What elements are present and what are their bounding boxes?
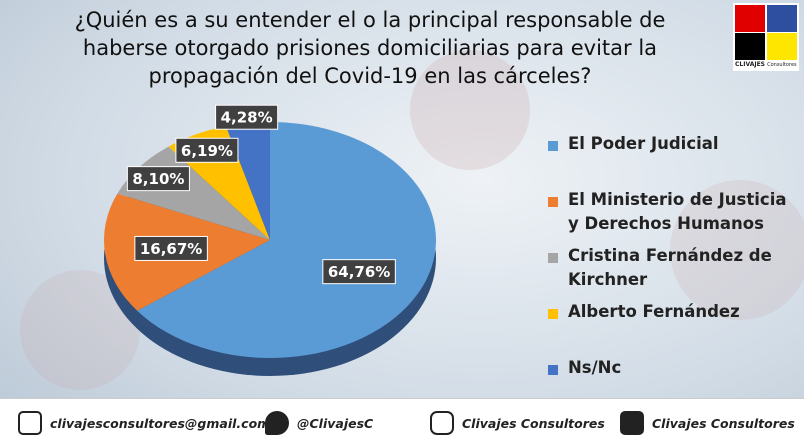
legend-label: El Poder Judicial xyxy=(568,134,719,153)
value-label: 6,19% xyxy=(181,142,233,160)
legend-label: Ns/Nc xyxy=(568,358,622,377)
value-label-group: 4,28% xyxy=(215,104,279,130)
value-label: 8,10% xyxy=(132,170,184,188)
legend-entry: Ns/Nc xyxy=(548,356,798,412)
legend-entry: El Poder Judicial xyxy=(548,132,798,188)
footer: clivajesconsultores@gmail.com @ClivajesC… xyxy=(0,398,804,448)
legend-entry: Cristina Fernández de Kirchner xyxy=(548,244,798,300)
value-label-group: 6,19% xyxy=(175,137,239,163)
value-label-group: 64,76% xyxy=(322,259,396,285)
legend-entry: El Ministerio de Justicia y Derechos Hum… xyxy=(548,188,798,244)
value-label: 16,67% xyxy=(140,240,202,258)
value-label-box xyxy=(175,137,239,163)
legend-swatch xyxy=(548,197,558,207)
value-label-box xyxy=(215,104,279,130)
legend-label: Alberto Fernández xyxy=(568,302,740,321)
legend-label: El Ministerio de Justicia y Derechos Hum… xyxy=(568,190,787,233)
legend-entry: Alberto Fernández xyxy=(548,300,798,356)
pie-slice xyxy=(137,122,437,359)
legend-swatch xyxy=(548,309,558,319)
legend-swatch xyxy=(548,253,558,263)
value-label-group: 8,10% xyxy=(126,166,190,192)
value-label: 4,28% xyxy=(221,109,273,127)
email[interactable]: clivajesconsultores@gmail.com xyxy=(50,415,271,431)
legend-label: Cristina Fernández de Kirchner xyxy=(568,246,772,289)
facebook[interactable]: Clivajes Consultores xyxy=(652,415,795,431)
chart-title: ¿Quién es a su entender el o la principa… xyxy=(74,8,666,88)
value-label: 64,76% xyxy=(328,263,390,281)
value-label-box xyxy=(134,235,208,261)
pie-chart: 64,76% 16,67% 8,10% 6,19% 4,28% xyxy=(20,50,804,390)
value-label-box xyxy=(322,259,396,285)
legend-swatch xyxy=(548,365,558,375)
value-label-box xyxy=(126,166,190,192)
twitter[interactable]: @ClivajesC xyxy=(297,415,374,431)
legend: El Poder Judicial El Ministerio de Justic… xyxy=(548,132,798,412)
logo-sub: Consultores xyxy=(767,62,797,68)
legend-swatch xyxy=(548,141,558,151)
instagram[interactable]: Clivajes Consultores xyxy=(462,415,605,431)
logo-name: CLIVAJES xyxy=(735,61,765,68)
value-label-group: 16,67% xyxy=(134,235,208,261)
logo: CLIVAJES Consultores xyxy=(733,3,799,71)
